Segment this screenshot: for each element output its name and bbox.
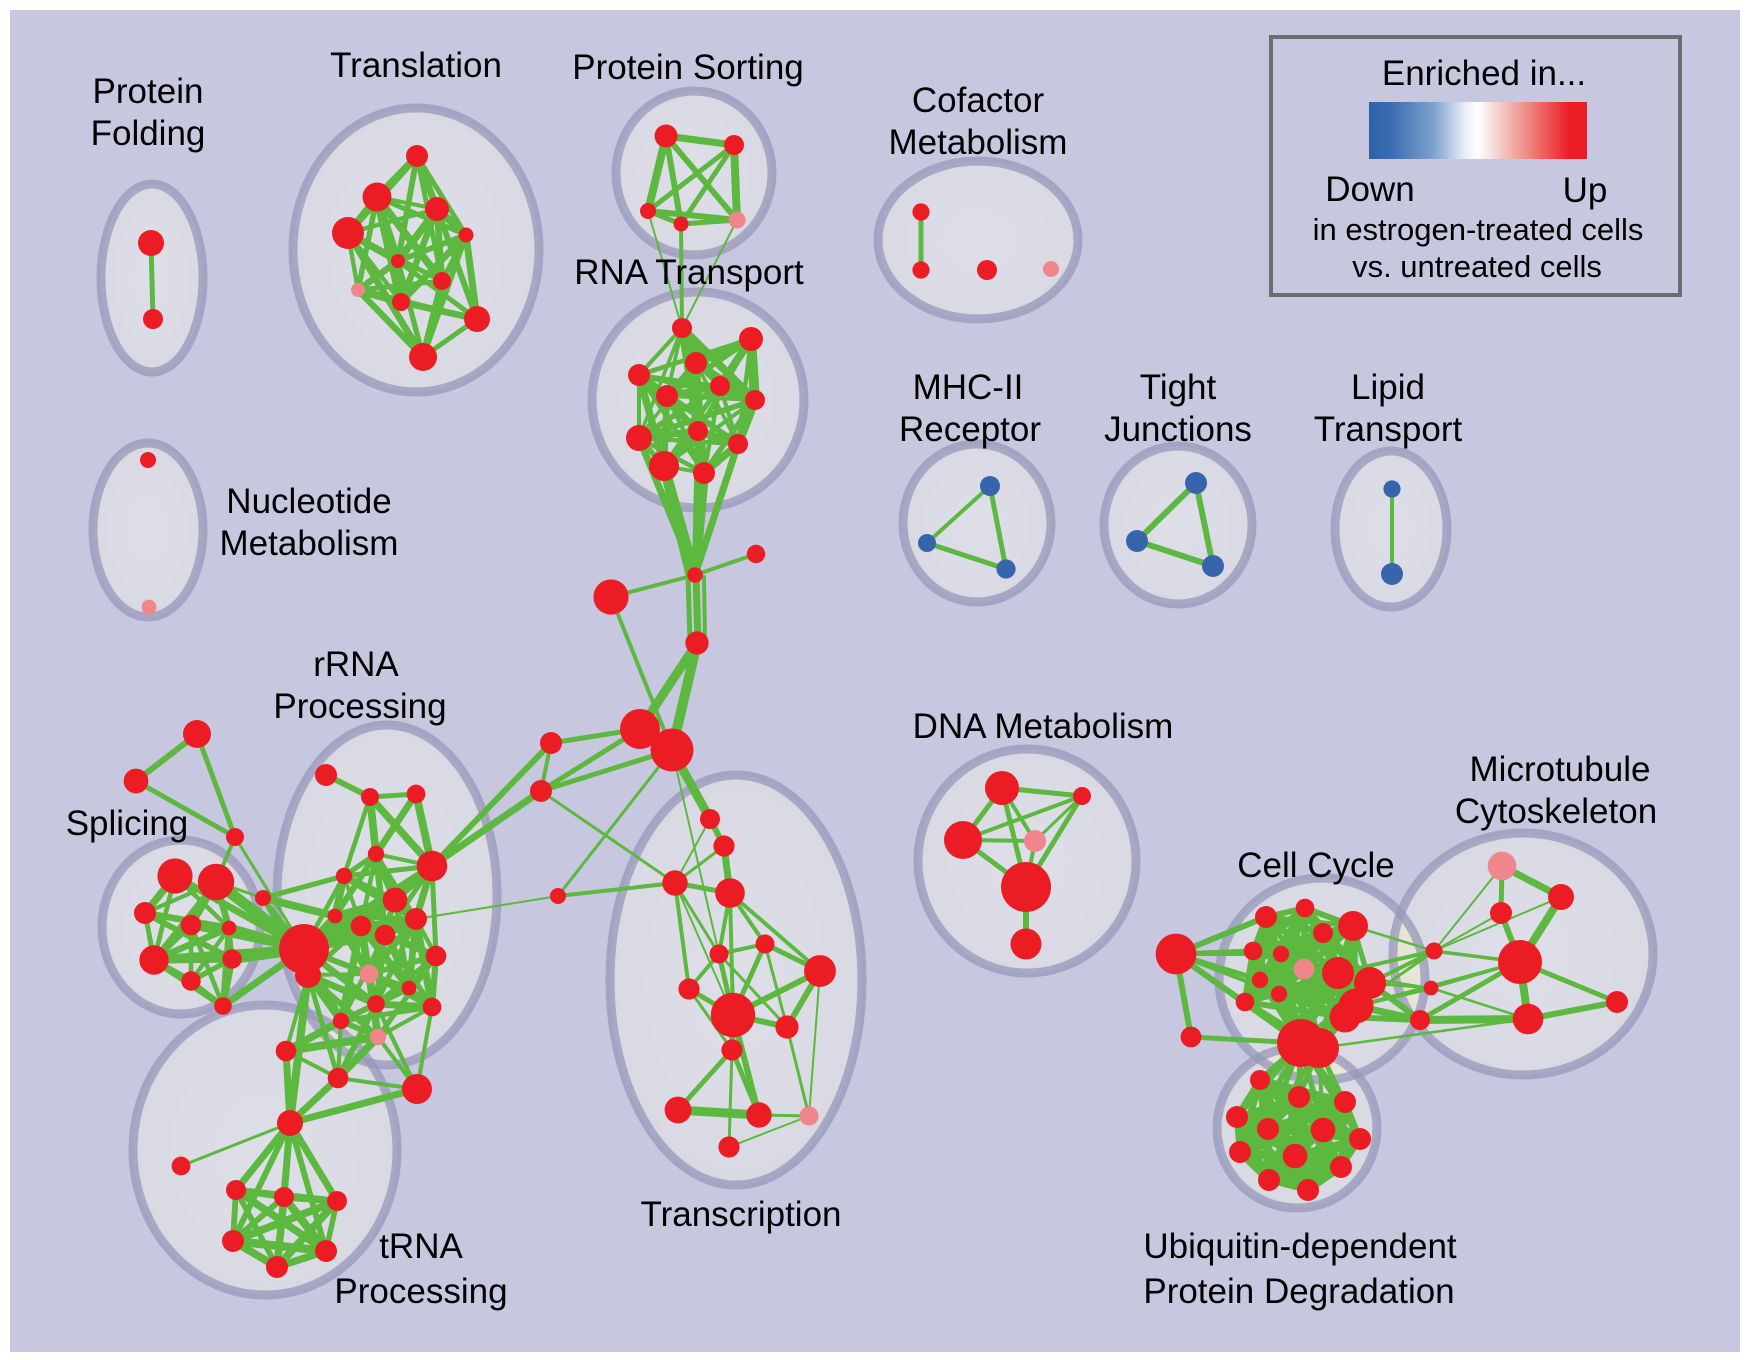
svg-text:Translation: Translation [330, 46, 502, 85]
svg-text:Transcription: Transcription [641, 1195, 842, 1234]
svg-text:Down: Down [1325, 170, 1414, 209]
svg-text:Up: Up [1563, 171, 1608, 210]
svg-text:Cell Cycle: Cell Cycle [1237, 846, 1395, 885]
svg-text:Junctions: Junctions [1104, 410, 1252, 449]
svg-text:Splicing: Splicing [66, 804, 189, 843]
svg-text:Ubiquitin-dependent: Ubiquitin-dependent [1143, 1227, 1457, 1266]
svg-text:rRNA: rRNA [313, 645, 399, 684]
svg-text:Tight: Tight [1140, 368, 1217, 407]
svg-text:Cofactor: Cofactor [912, 81, 1045, 120]
svg-text:in estrogen-treated cells: in estrogen-treated cells [1313, 212, 1644, 247]
svg-text:Protein Sorting: Protein Sorting [572, 48, 804, 87]
svg-text:Microtubule: Microtubule [1470, 750, 1651, 789]
svg-text:Receptor: Receptor [899, 410, 1041, 449]
svg-text:Transport: Transport [1314, 410, 1463, 449]
svg-text:Enriched in...: Enriched in... [1382, 54, 1586, 93]
svg-text:DNA Metabolism: DNA Metabolism [913, 707, 1174, 746]
svg-text:Metabolism: Metabolism [220, 524, 399, 563]
svg-text:Cytoskeleton: Cytoskeleton [1455, 792, 1657, 831]
svg-text:Folding: Folding [91, 114, 206, 153]
svg-text:RNA Transport: RNA Transport [574, 253, 804, 292]
svg-text:tRNA: tRNA [379, 1227, 463, 1266]
svg-text:vs. untreated cells: vs. untreated cells [1352, 249, 1602, 284]
svg-text:Nucleotide: Nucleotide [226, 482, 391, 521]
svg-text:Metabolism: Metabolism [889, 123, 1068, 162]
svg-text:Protein: Protein [93, 72, 204, 111]
svg-text:Protein Degradation: Protein Degradation [1143, 1272, 1454, 1311]
svg-text:Lipid: Lipid [1351, 368, 1425, 407]
svg-text:Processing: Processing [334, 1272, 507, 1311]
svg-text:MHC-II: MHC-II [913, 368, 1024, 407]
svg-text:Processing: Processing [273, 687, 446, 726]
